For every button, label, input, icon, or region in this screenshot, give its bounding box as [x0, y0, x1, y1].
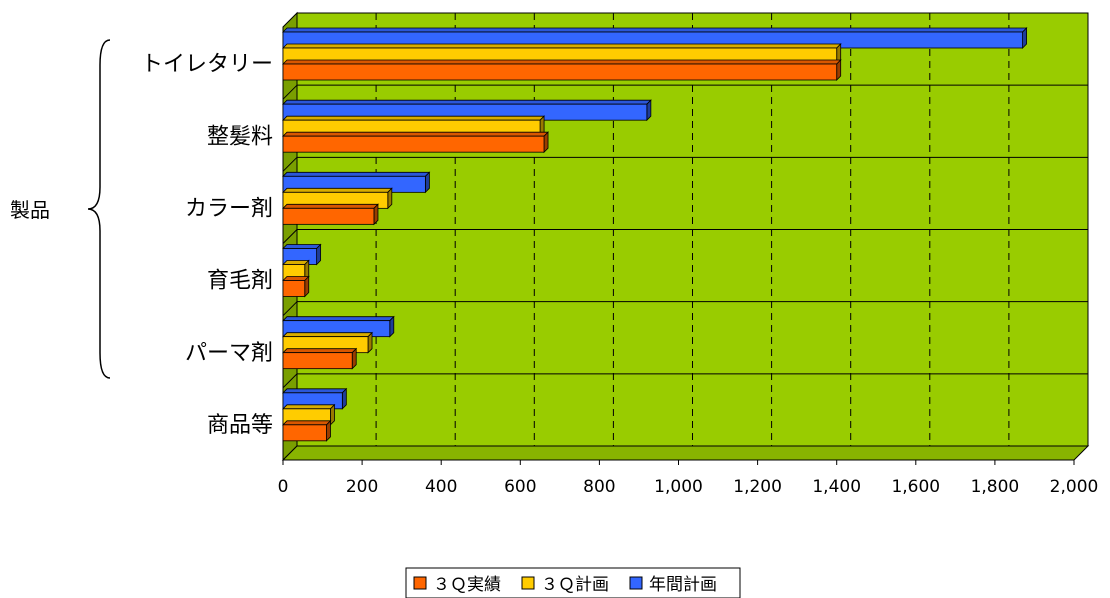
bar-front-face: [282, 280, 306, 297]
legend-swatch: [629, 576, 643, 590]
bar-end-face: [836, 59, 842, 81]
bar-top-face: [282, 187, 393, 193]
category-label: 商品等: [207, 413, 273, 438]
x-tick-label: 1,000: [654, 477, 703, 497]
legend: ３Ｑ実績 ３Ｑ計画 年間計画: [405, 567, 741, 598]
bar-front-face: [282, 135, 545, 153]
bar-top-face: [282, 27, 1028, 33]
group-brace: [87, 39, 111, 379]
legend-label: ３Ｑ計画: [541, 575, 609, 595]
x-tick-label: 800: [583, 477, 615, 497]
plot-floor: [281, 445, 1090, 461]
bar-end-face: [646, 99, 652, 122]
legend-box: [405, 567, 741, 598]
legend-item: ３Ｑ実績: [413, 575, 501, 595]
bar-top-face: [282, 388, 348, 394]
x-tick-label: 1,400: [812, 477, 861, 497]
legend-item: 年間計画: [629, 575, 717, 595]
bar-top-face: [282, 420, 332, 426]
category-label: 整髪料: [207, 124, 273, 149]
bar-top-face: [282, 203, 379, 209]
bar-top-face: [282, 99, 652, 105]
bar: [282, 419, 332, 442]
legend-swatch: [521, 576, 535, 590]
bar-end-face: [389, 315, 395, 338]
bar-front-face: [282, 207, 375, 225]
bar-top-face: [282, 115, 546, 121]
bar-end-face: [316, 243, 322, 266]
category-label: トイレタリー: [141, 52, 273, 77]
legend-label: 年間計画: [649, 575, 717, 595]
category-label: パーマ剤: [185, 341, 273, 366]
bar-end-face: [373, 203, 379, 226]
bar-end-face: [424, 171, 430, 194]
bar-top-face: [282, 171, 431, 177]
bar-end-face: [330, 403, 335, 426]
category-separator-depth: [282, 373, 298, 389]
bar-top-face: [282, 348, 358, 354]
x-tick-label: 400: [425, 477, 457, 497]
bar: [282, 275, 310, 298]
legend-swatch: [413, 576, 427, 590]
bar: [282, 203, 379, 226]
bar-end-face: [543, 131, 549, 154]
bar: [282, 59, 842, 81]
bar-top-face: [282, 244, 322, 249]
x-tick-label: 1,200: [733, 477, 782, 497]
legend-item: ３Ｑ計画: [521, 575, 609, 595]
bar-top-face: [282, 316, 395, 322]
category-label: カラー剤: [185, 196, 273, 221]
x-tick-label: 200: [346, 477, 378, 497]
category-label: 育毛剤: [207, 269, 273, 294]
category-separator-depth: [282, 301, 298, 317]
bar-end-face: [304, 275, 310, 298]
category-separator-depth: [282, 156, 298, 172]
bar-top-face: [282, 332, 373, 338]
bar-top-face: [282, 404, 336, 410]
x-tick-label: 2,000: [1050, 477, 1099, 497]
x-tick-label: 1,600: [891, 477, 940, 497]
bars: [282, 27, 1028, 442]
bar: [282, 347, 358, 370]
bar-front-face: [282, 424, 327, 442]
bar-top-face: [282, 131, 549, 137]
legend-label: ３Ｑ実績: [433, 575, 501, 595]
bar-end-face: [387, 187, 393, 210]
x-tick-label: 600: [504, 477, 536, 497]
bar-end-face: [326, 419, 331, 442]
bar-front-face: [282, 63, 838, 81]
bar-top-face: [282, 43, 842, 49]
bar-top-face: [282, 59, 842, 65]
x-tick-label: 1,800: [971, 477, 1020, 497]
bar: [282, 131, 549, 154]
group-label: 製品: [10, 198, 50, 222]
bar-end-face: [1022, 27, 1027, 49]
bar-front-face: [282, 352, 353, 370]
category-separator-depth: [282, 229, 298, 244]
x-tick-label: 0: [278, 477, 289, 497]
bar-end-face: [341, 387, 347, 410]
bar-end-face: [367, 331, 373, 354]
category-separator-depth: [282, 84, 298, 100]
bar-end-face: [351, 347, 357, 370]
